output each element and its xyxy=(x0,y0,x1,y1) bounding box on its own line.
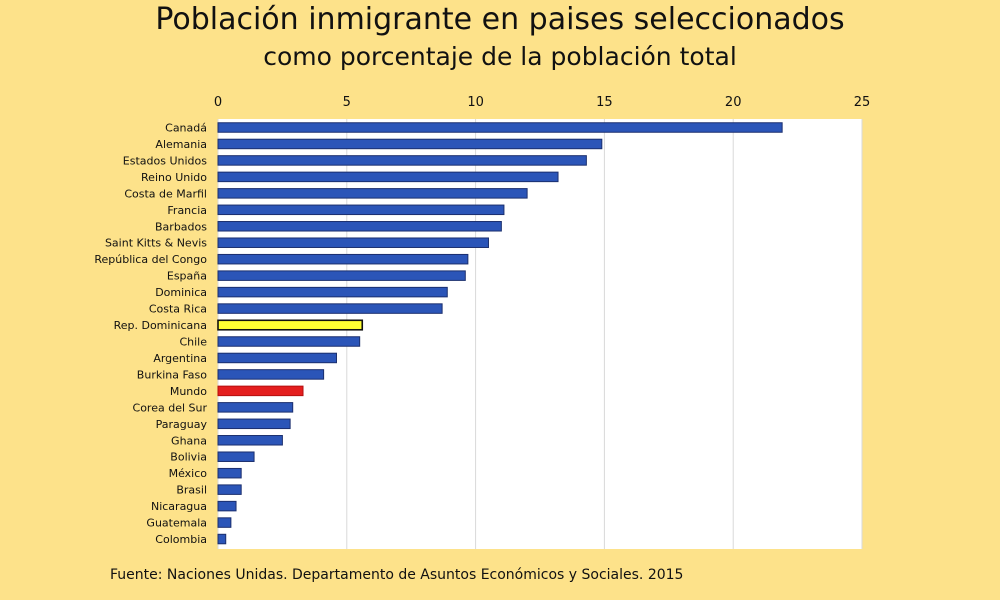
bar xyxy=(217,303,443,314)
x-tick-label: 10 xyxy=(467,95,484,110)
category-label: Corea del Sur xyxy=(133,401,208,414)
category-label: Barbados xyxy=(155,220,207,233)
plot-area xyxy=(218,119,862,549)
category-label: Estados Unidos xyxy=(123,154,207,167)
bar xyxy=(217,533,227,545)
category-label: Brasil xyxy=(176,484,207,497)
bar xyxy=(217,435,283,446)
category-label: Bolivia xyxy=(170,451,207,464)
x-tick-label: 5 xyxy=(343,95,351,110)
bar xyxy=(217,352,337,364)
bar xyxy=(217,188,528,199)
category-label: Mundo xyxy=(170,385,207,398)
bar xyxy=(217,402,294,413)
bar xyxy=(217,517,232,528)
bar xyxy=(217,385,304,397)
category-label: Rep. Dominicana xyxy=(114,319,207,332)
category-label: Reino Unido xyxy=(141,171,207,184)
source-note: Fuente: Naciones Unidas. Departamento de… xyxy=(110,567,684,583)
x-tick-label: 25 xyxy=(854,95,871,110)
category-label: Canadá xyxy=(165,122,207,135)
chart-subtitle: como porcentaje de la población total xyxy=(263,42,737,71)
bar xyxy=(217,253,469,265)
x-tick-label: 20 xyxy=(725,95,742,110)
category-label: República del Congo xyxy=(94,253,207,266)
category-label: Costa de Marfil xyxy=(124,187,207,200)
bar xyxy=(217,336,361,347)
category-label: Ghana xyxy=(171,434,207,447)
bar xyxy=(217,155,587,166)
bar xyxy=(217,484,242,495)
category-label: Nicaragua xyxy=(151,500,207,513)
bar xyxy=(217,270,466,281)
category-label: Chile xyxy=(179,336,207,349)
x-tick-label: 15 xyxy=(596,95,613,110)
bar xyxy=(217,237,489,248)
bar xyxy=(217,451,255,462)
bar xyxy=(217,204,505,216)
category-label: Dominica xyxy=(155,286,207,299)
bar xyxy=(217,418,291,430)
bar xyxy=(217,221,502,232)
bar xyxy=(217,171,559,183)
bar xyxy=(217,122,783,133)
x-tick-label: 0 xyxy=(214,95,222,110)
category-label: Burkina Faso xyxy=(137,368,207,381)
category-label: Guatemala xyxy=(146,517,207,530)
category-label: México xyxy=(169,467,208,480)
category-label: Costa Rica xyxy=(149,303,207,316)
bar xyxy=(217,467,242,479)
category-label: Francia xyxy=(167,204,207,217)
bar xyxy=(217,369,325,380)
category-label: Alemania xyxy=(155,138,207,151)
chart-title: Población inmigrante en paises seleccion… xyxy=(155,2,845,37)
category-label: Saint Kitts & Nevis xyxy=(105,237,207,250)
bar xyxy=(217,500,237,512)
category-label: España xyxy=(167,270,207,283)
category-label: Argentina xyxy=(153,352,207,365)
category-label: Paraguay xyxy=(156,418,208,431)
bar xyxy=(217,286,448,298)
bar xyxy=(217,319,364,331)
category-label: Colombia xyxy=(155,533,207,546)
bar xyxy=(217,138,603,150)
